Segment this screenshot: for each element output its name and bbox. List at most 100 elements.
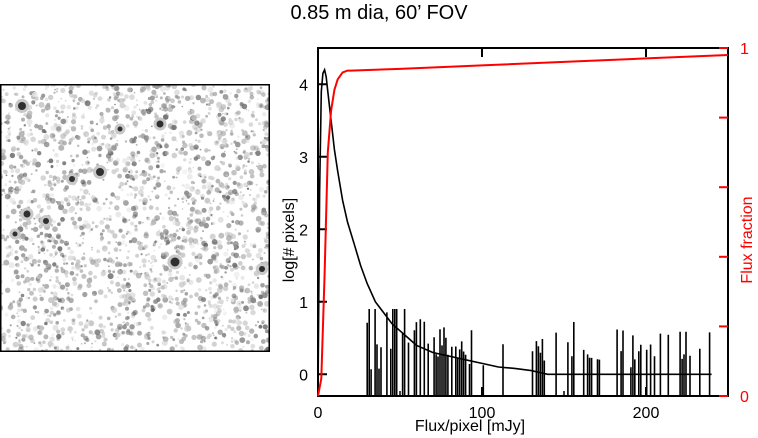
sky-speckle [69, 249, 74, 255]
sky-speckle [237, 154, 243, 161]
sky-speckle [72, 164, 76, 167]
sky-speckle [111, 307, 118, 313]
sky-speckle [75, 154, 80, 158]
sky-speckle [226, 241, 231, 245]
sky-speckle [239, 285, 245, 291]
sky-speckle [198, 211, 202, 215]
sky-speckle [103, 248, 108, 253]
sky-speckle [29, 128, 33, 132]
sky-speckle [189, 206, 196, 213]
sky-speckle [17, 308, 21, 313]
sky-speckle [74, 331, 77, 334]
sky-speckle [216, 130, 219, 133]
sky-speckle [128, 303, 131, 306]
sky-speckle [220, 116, 226, 122]
sky-speckle [242, 167, 245, 169]
sky-speckle [14, 189, 20, 195]
sky-speckle [37, 259, 42, 264]
sky-speckle [94, 299, 98, 304]
sky-speckle [237, 266, 240, 269]
sky-speckle [262, 121, 266, 126]
sky-speckle [0, 148, 6, 155]
sky-speckle [31, 189, 36, 194]
sky-speckle [124, 140, 128, 143]
sky-speckle [161, 339, 168, 346]
sky-speckle [184, 95, 191, 102]
sky-speckle [62, 208, 68, 214]
sky-speckle [234, 151, 238, 155]
sky-speckle [101, 245, 108, 252]
sky-speckle [181, 184, 185, 187]
sky-speckle [49, 279, 52, 282]
x-axis-label: Flux/pixel [mJy] [415, 418, 525, 435]
sky-speckle [60, 97, 63, 100]
sky-speckle [88, 90, 94, 96]
sky-speckle [227, 232, 233, 238]
sky-speckle [181, 226, 184, 229]
sky-speckle [234, 339, 238, 344]
sky-speckle [54, 250, 58, 254]
sky-speckle [110, 106, 115, 110]
sky-speckle [81, 241, 85, 245]
sky-speckle [252, 133, 256, 137]
sky-speckle [243, 87, 249, 93]
sky-speckle [159, 145, 163, 149]
sky-speckle [114, 329, 118, 333]
sky-speckle [53, 312, 57, 317]
bright-source [117, 126, 123, 132]
sky-speckle [84, 100, 91, 107]
sky-speckle [197, 305, 201, 309]
sky-speckle [225, 191, 230, 197]
sky-speckle [105, 85, 109, 89]
sky-speckle [258, 122, 262, 126]
sky-speckle [142, 264, 146, 268]
sky-speckle [152, 278, 157, 283]
sky-speckle [207, 103, 211, 106]
sky-speckle [111, 132, 117, 139]
sky-speckle [232, 262, 238, 268]
sky-speckle [256, 276, 260, 280]
sky-speckle [96, 104, 100, 108]
sky-speckle [158, 246, 161, 249]
sky-speckle [207, 300, 211, 304]
sky-speckle [175, 176, 178, 179]
sky-speckle [27, 110, 33, 116]
sky-speckle [18, 326, 22, 330]
sky-speckle [4, 312, 9, 317]
sky-speckle [171, 298, 174, 301]
sky-speckle [61, 331, 65, 336]
sky-speckle [249, 304, 255, 310]
sky-speckle [142, 305, 147, 309]
sky-speckle [174, 276, 179, 280]
sky-speckle [128, 156, 131, 159]
sky-speckle [23, 346, 25, 348]
sky-speckle [164, 143, 169, 149]
sky-speckle [109, 280, 114, 285]
sky-speckle [78, 243, 82, 247]
sky-speckle [129, 137, 136, 144]
sky-speckle [216, 300, 220, 304]
sky-speckle [93, 275, 96, 279]
sky-speckle [16, 152, 22, 157]
sky-speckle [66, 202, 71, 207]
sky-speckle [113, 195, 117, 198]
sky-speckle [163, 170, 166, 173]
sky-speckle [195, 154, 201, 160]
sky-speckle [221, 324, 224, 327]
sky-speckle [23, 267, 27, 270]
sky-speckle [250, 130, 253, 133]
sky-image [0, 84, 270, 352]
sky-speckle [128, 278, 130, 280]
sky-speckle [32, 326, 39, 332]
sky-speckle [126, 230, 130, 234]
sky-speckle [60, 179, 64, 183]
sky-speckle [240, 265, 246, 271]
sky-speckle [107, 169, 109, 171]
sky-speckle [244, 248, 250, 254]
sky-speckle [258, 345, 264, 351]
sky-speckle [144, 272, 147, 275]
sky-speckle [248, 157, 251, 160]
sky-speckle [172, 276, 175, 279]
sky-speckle [262, 292, 268, 299]
sky-speckle [236, 300, 243, 307]
